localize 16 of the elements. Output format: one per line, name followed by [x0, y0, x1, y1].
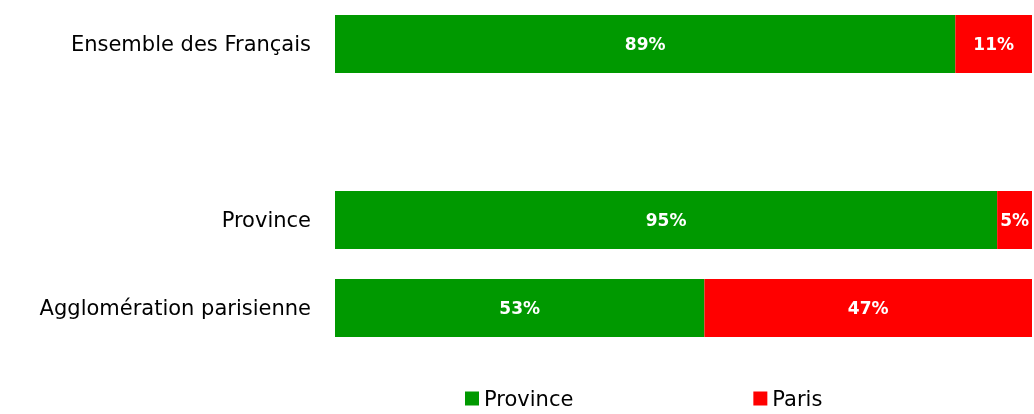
- data-label: 47%: [847, 298, 889, 318]
- bar: [704, 278, 1032, 338]
- data-label: 95%: [645, 210, 687, 230]
- bar: [335, 278, 705, 338]
- bar: [335, 190, 998, 250]
- bar: [335, 14, 956, 74]
- data-label: 53%: [499, 298, 541, 318]
- data-label: 11%: [973, 34, 1015, 54]
- legend-label: Province: [484, 386, 574, 411]
- y-tick-label: Agglomération parisienne: [39, 296, 311, 320]
- data-label: 5%: [1000, 210, 1030, 230]
- bar: [955, 14, 1032, 74]
- y-tick-label: Ensemble des Français: [70, 32, 311, 56]
- data-label: 89%: [624, 34, 666, 54]
- y-tick-label: Province: [221, 208, 311, 232]
- legend-label: Paris: [772, 386, 823, 411]
